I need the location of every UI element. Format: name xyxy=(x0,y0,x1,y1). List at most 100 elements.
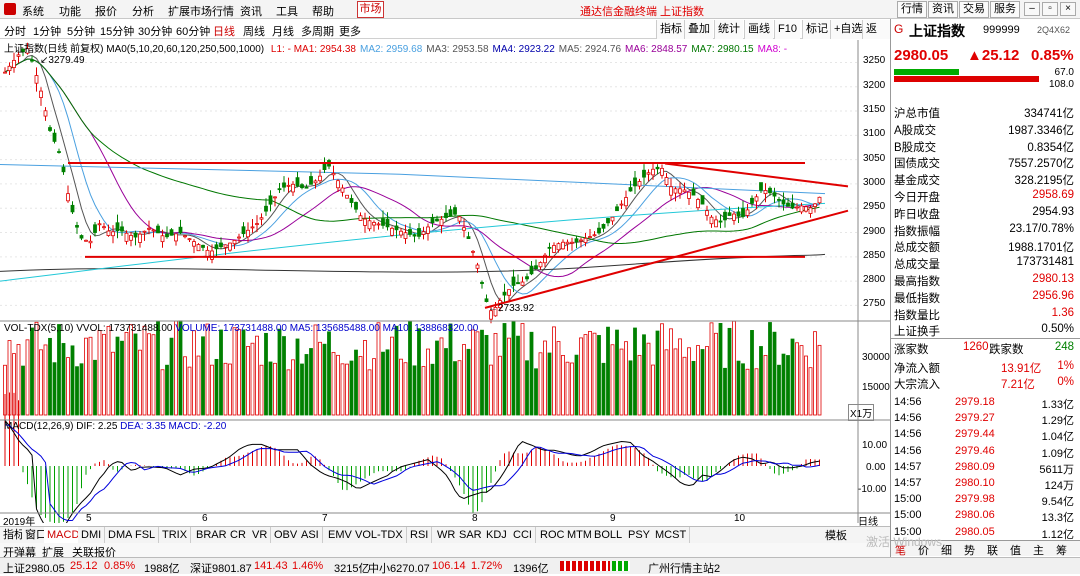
menu-analysis[interactable]: 分析 xyxy=(132,6,154,18)
volume-bar xyxy=(790,338,795,416)
candle-body xyxy=(97,223,102,226)
indicator-tab-rsi[interactable]: RSI xyxy=(407,527,433,544)
side-tab[interactable]: 价 xyxy=(918,545,929,557)
date-mode[interactable]: 日线 xyxy=(858,517,878,528)
btn-mark[interactable]: 标记 xyxy=(802,20,831,39)
period-weekly[interactable]: 周线 xyxy=(243,26,265,38)
indicator-tab-trix[interactable]: TRIX xyxy=(159,527,192,544)
menu-system[interactable]: 系统 xyxy=(22,6,44,18)
indicator-tab-窗口[interactable]: 窗口 xyxy=(22,527,51,544)
btn-overlay[interactable]: 叠加 xyxy=(684,20,713,39)
indicator-tab-obv[interactable]: OBV xyxy=(271,527,302,544)
indicator-tab-指标[interactable]: 指标 xyxy=(0,527,29,544)
menu-quote[interactable]: 报价 xyxy=(95,6,117,18)
indicator-tab-boll[interactable]: BOLL xyxy=(591,527,627,544)
date-start: 2019年 xyxy=(3,517,36,528)
indicator-tab-mcst[interactable]: MCST xyxy=(652,527,691,544)
menu-help[interactable]: 帮助 xyxy=(312,6,334,18)
volume-bar xyxy=(687,347,691,416)
period-1min[interactable]: 1分钟 xyxy=(33,26,62,38)
indicator-tab-roc[interactable]: ROC xyxy=(537,527,569,544)
price-axis-label: 2750 xyxy=(863,298,886,310)
volume-bar xyxy=(151,334,156,416)
candle-body xyxy=(57,151,61,153)
indicator-tab-dmi[interactable]: DMI xyxy=(78,527,106,544)
period-tick[interactable]: 分时 xyxy=(4,26,26,38)
side-tab[interactable]: 筹 xyxy=(1056,545,1067,557)
tick-volume: 1.33亿 xyxy=(1041,399,1074,411)
indicator-tab-vr[interactable]: VR xyxy=(249,527,272,544)
period-more[interactable]: 更多 xyxy=(339,26,361,38)
side-tab[interactable]: 笔 xyxy=(895,545,906,557)
period-60min[interactable]: 60分钟 xyxy=(176,26,211,38)
btn-news[interactable]: 资讯 xyxy=(928,1,958,18)
btn-draw[interactable]: 画线 xyxy=(744,20,773,39)
menu-ext-market[interactable]: 扩展市场行情 xyxy=(168,6,234,18)
indicator-tab-vol-tdx[interactable]: VOL-TDX xyxy=(352,527,407,544)
indicator-tab-cr[interactable]: CR xyxy=(227,527,250,544)
indicator-tab-kdj[interactable]: KDJ xyxy=(483,527,511,544)
close-icon[interactable]: × xyxy=(1060,2,1076,16)
indicator-tab-wr[interactable]: WR xyxy=(434,527,460,544)
candle-body xyxy=(250,226,255,229)
period-15min[interactable]: 15分钟 xyxy=(100,26,135,38)
stat-value: 173731481 xyxy=(1016,256,1074,269)
indicator-tab-brar[interactable]: BRAR xyxy=(193,527,231,544)
volume-bar xyxy=(777,364,781,416)
volume-bar xyxy=(457,360,462,416)
period-30min[interactable]: 30分钟 xyxy=(138,26,173,38)
menu-news[interactable]: 资讯 xyxy=(240,6,262,18)
ma-legend-item: MA2: 2959.68 xyxy=(359,44,423,55)
sell-bar xyxy=(894,76,1039,82)
tab-related-quote[interactable]: 关联报价 xyxy=(72,547,116,559)
restore-icon[interactable]: ▫ xyxy=(1042,2,1058,16)
side-tab[interactable]: 联 xyxy=(987,545,998,557)
btn-back[interactable]: 返回 xyxy=(862,20,890,54)
indicator-tab-fsl[interactable]: FSL xyxy=(132,527,160,544)
btn-stats[interactable]: 统计 xyxy=(714,20,743,39)
side-tab[interactable]: 主 xyxy=(1033,545,1044,557)
stat-row: 指数振幅 23.17/0.78% xyxy=(891,221,1080,239)
price-axis-label: 3250 xyxy=(863,55,886,67)
btn-add-favorite[interactable]: +自选 xyxy=(830,20,866,39)
volume-bar xyxy=(232,327,237,416)
kline-chart[interactable] xyxy=(0,40,890,523)
volume-bar xyxy=(489,364,493,416)
candle-body xyxy=(489,310,493,320)
indicator-tab-asi[interactable]: ASI xyxy=(298,527,323,544)
tab-extend[interactable]: 扩展 xyxy=(42,547,64,559)
period-multi[interactable]: 多周期 xyxy=(301,26,334,38)
period-daily[interactable]: 日线 xyxy=(213,26,235,38)
candle-body xyxy=(48,127,52,131)
indicator-tab-cci[interactable]: CCI xyxy=(510,527,536,544)
btn-indicator[interactable]: 指标 xyxy=(656,20,685,39)
date-label-8: 8 xyxy=(472,513,478,524)
candle-body xyxy=(637,181,642,187)
menu-tools[interactable]: 工具 xyxy=(276,6,298,18)
volume-bar xyxy=(588,330,592,416)
indicator-tab-psy[interactable]: PSY xyxy=(625,527,655,544)
minimize-icon[interactable]: – xyxy=(1024,2,1040,16)
tab-template[interactable]: 模板 xyxy=(825,530,847,542)
btn-trade[interactable]: 交易 xyxy=(959,1,989,18)
tab-danmaku[interactable]: 开弹幕 xyxy=(3,547,36,559)
volume-bar xyxy=(642,334,646,416)
side-tab[interactable]: 值 xyxy=(1010,545,1021,557)
menu-function[interactable]: 功能 xyxy=(59,6,81,18)
side-tab[interactable]: 势 xyxy=(964,545,975,557)
btn-f10[interactable]: F10 xyxy=(774,20,800,39)
period-monthly[interactable]: 月线 xyxy=(272,26,294,38)
period-5min[interactable]: 5分钟 xyxy=(67,26,96,38)
btn-service[interactable]: 服务 xyxy=(990,1,1020,18)
stat-value: 0.50% xyxy=(1041,323,1074,336)
indicator-tab-macd[interactable]: MACD xyxy=(44,527,84,544)
candle-body xyxy=(795,206,799,209)
side-tab[interactable]: 细 xyxy=(941,545,952,557)
btn-quote[interactable]: 行情 xyxy=(897,1,927,18)
indicator-tab-sar[interactable]: SAR xyxy=(456,527,486,544)
volume-bar xyxy=(619,348,624,416)
stat-value: 1987.3346亿 xyxy=(1008,124,1074,137)
market-tab[interactable]: 市场 xyxy=(357,1,384,18)
volume-bar xyxy=(381,351,385,416)
candle-body xyxy=(520,281,525,286)
